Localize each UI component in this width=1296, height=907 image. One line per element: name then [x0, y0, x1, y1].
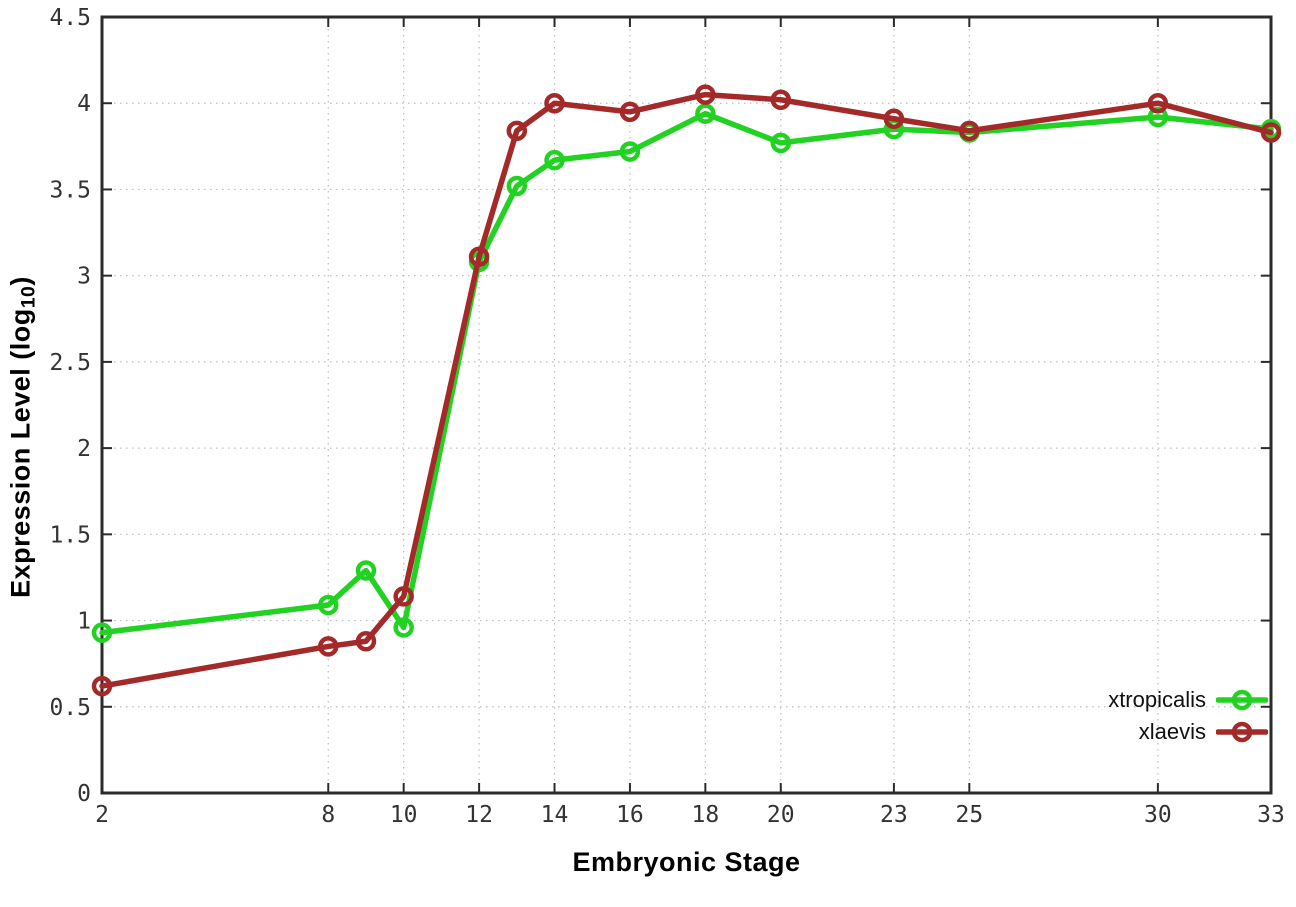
y-axis-title: Expression Level (log10) [5, 276, 40, 598]
y-tick-label-4.5: 4.5 [49, 5, 91, 31]
x-tick-label-2: 2 [95, 802, 109, 828]
xlaevis-point-stage-33 [1260, 122, 1282, 143]
xlaevis-point-stage-14 [544, 92, 565, 114]
x-tick-label-20: 20 [767, 802, 795, 828]
legend-row-xtropicalis: xtropicalis [1108, 684, 1268, 716]
y-axis-title-text: Expression Level (log [5, 308, 36, 598]
xlaevis-line [99, 91, 1274, 689]
xlaevis-point-stage-30 [1147, 92, 1169, 114]
xlaevis-point-stage-2 [91, 675, 113, 697]
xtropicalis-point-stage-14 [544, 149, 565, 171]
xlaevis-point-stage-20 [770, 89, 792, 111]
xlaevis-line-marker-icon [1216, 721, 1268, 743]
xlaevis-point-stage-23 [883, 108, 905, 129]
legend-row-xlaevis: xlaevis [1139, 716, 1268, 748]
legend: xtropicalis xlaevis [1108, 684, 1268, 748]
xtropicalis-point-stage-9 [355, 560, 377, 581]
y-tick-label-3.5: 3.5 [49, 177, 91, 203]
y-tick-label-2: 2 [77, 436, 91, 462]
x-tick-label-18: 18 [692, 802, 720, 828]
x-tick-label-14: 14 [541, 802, 569, 828]
y-tick-label-4: 4 [77, 91, 91, 117]
xtropicalis-point-stage-13 [506, 175, 528, 197]
x-tick-label-12: 12 [465, 802, 493, 828]
xtropicalis-line-marker-icon [1216, 689, 1268, 711]
xtropicalis-point-stage-10 [393, 617, 414, 638]
x-tick-label-16: 16 [616, 802, 644, 828]
x-tick-label-30: 30 [1144, 802, 1172, 828]
y-axis-title-close-paren: ) [5, 276, 36, 286]
x-tick-label-8: 8 [321, 802, 335, 828]
x-tick-label-25: 25 [955, 802, 983, 828]
x-axis-title: Embryonic Stage [572, 847, 801, 877]
xtropicalis-point-stage-18 [695, 103, 716, 124]
y-tick-label-1.5: 1.5 [49, 522, 91, 548]
xlaevis-point-stage-10 [393, 586, 414, 607]
xlaevis-point-stage-18 [695, 84, 716, 105]
xlaevis-point-stage-13 [506, 120, 528, 142]
legend-label-xtropicalis: xtropicalis [1108, 687, 1206, 712]
legend-label-xlaevis: xlaevis [1138, 719, 1206, 744]
y-axis-title-subscript: 10 [17, 285, 40, 309]
xlaevis-point-stage-16 [619, 101, 641, 123]
xtropicalis-point-stage-8 [318, 594, 339, 616]
y-tick-label-3: 3 [77, 264, 91, 290]
xtropicalis-point-stage-2 [91, 622, 113, 643]
xlaevis-point-stage-9 [355, 630, 377, 652]
x-tick-label-23: 23 [880, 802, 908, 828]
y-tick-label-0.5: 0.5 [49, 695, 91, 721]
xtropicalis-point-stage-20 [770, 132, 792, 154]
xlaevis-point-stage-12 [468, 246, 490, 267]
y-tick-label-1: 1 [77, 609, 91, 635]
y-tick-label-2.5: 2.5 [49, 350, 91, 376]
x-tick-label-33: 33 [1257, 802, 1285, 828]
x-tick-label-10: 10 [390, 802, 418, 828]
xtropicalis-line [99, 110, 1274, 636]
y-tick-label-0: 0 [77, 781, 91, 807]
xlaevis-point-stage-25 [959, 120, 980, 142]
xlaevis-point-stage-8 [318, 636, 339, 657]
xtropicalis-point-stage-16 [619, 141, 641, 162]
